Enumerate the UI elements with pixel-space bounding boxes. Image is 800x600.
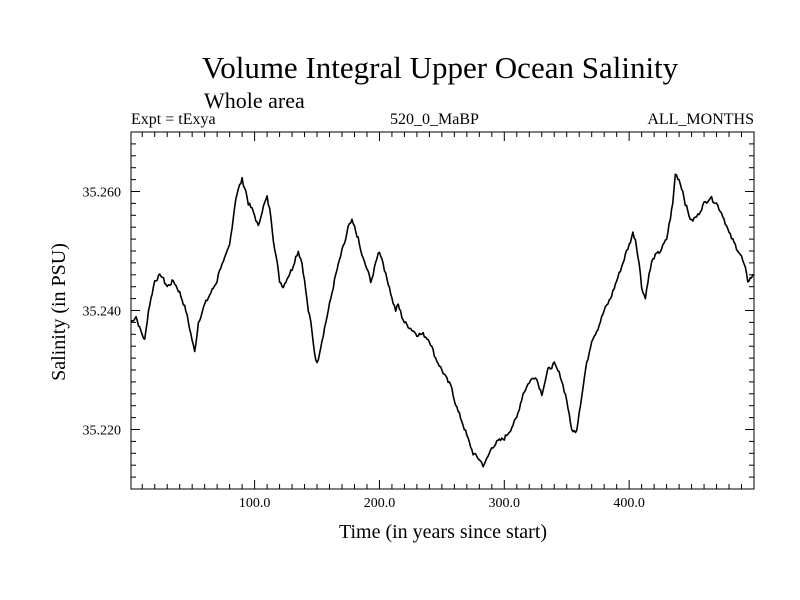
months-label: ALL_MONTHS	[647, 111, 754, 128]
x-tick-label: 100.0	[239, 496, 271, 511]
y-tick-label: 35.220	[83, 424, 122, 439]
y-tick-label: 35.260	[83, 186, 122, 201]
period-label: 520_0_MaBP	[390, 111, 479, 128]
axis-ticks	[131, 132, 754, 489]
x-tick-label: 300.0	[489, 496, 521, 511]
chart-title: Volume Integral Upper Ocean Salinity	[201, 50, 679, 85]
salinity-series-line	[130, 173, 754, 468]
chart-subtitle: Whole area	[204, 88, 305, 113]
y-tick-label: 35.240	[83, 305, 122, 320]
series-group	[130, 173, 754, 468]
x-axis-label: Time (in years since start)	[339, 521, 547, 543]
plot-frame	[130, 131, 755, 490]
x-tick-label: 200.0	[364, 496, 396, 511]
tick-labels: 100.0 200.0 300.0 400.0 35.220 35.240 35.260	[83, 186, 645, 512]
x-tick-label: 400.0	[613, 496, 645, 511]
y-axis-label: Salinity (in PSU)	[48, 243, 70, 381]
experiment-label: Expt = tExya	[131, 111, 216, 128]
